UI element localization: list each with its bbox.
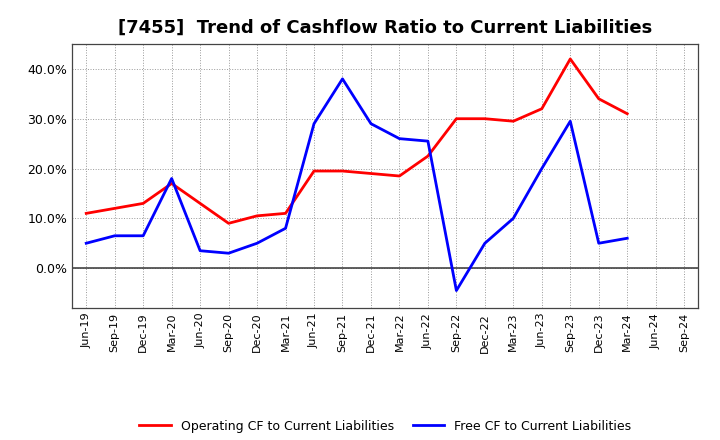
Free CF to Current Liabilities bbox=[167, 176, 176, 181]
Operating CF to Current Liabilities bbox=[423, 154, 432, 159]
Operating CF to Current Liabilities bbox=[167, 181, 176, 186]
Free CF to Current Liabilities bbox=[537, 166, 546, 171]
Line: Free CF to Current Liabilities: Free CF to Current Liabilities bbox=[86, 79, 627, 290]
Free CF to Current Liabilities bbox=[595, 241, 603, 246]
Free CF to Current Liabilities bbox=[423, 139, 432, 144]
Free CF to Current Liabilities bbox=[623, 236, 631, 241]
Operating CF to Current Liabilities bbox=[139, 201, 148, 206]
Operating CF to Current Liabilities bbox=[566, 56, 575, 62]
Title: [7455]  Trend of Cashflow Ratio to Current Liabilities: [7455] Trend of Cashflow Ratio to Curren… bbox=[118, 19, 652, 37]
Operating CF to Current Liabilities bbox=[509, 118, 518, 124]
Free CF to Current Liabilities bbox=[310, 121, 318, 126]
Free CF to Current Liabilities bbox=[282, 226, 290, 231]
Operating CF to Current Liabilities bbox=[623, 111, 631, 116]
Free CF to Current Liabilities bbox=[509, 216, 518, 221]
Free CF to Current Liabilities bbox=[253, 241, 261, 246]
Free CF to Current Liabilities bbox=[196, 248, 204, 253]
Free CF to Current Liabilities bbox=[225, 250, 233, 256]
Operating CF to Current Liabilities bbox=[338, 169, 347, 174]
Operating CF to Current Liabilities bbox=[253, 213, 261, 219]
Line: Operating CF to Current Liabilities: Operating CF to Current Liabilities bbox=[86, 59, 627, 224]
Free CF to Current Liabilities bbox=[480, 241, 489, 246]
Operating CF to Current Liabilities bbox=[225, 221, 233, 226]
Operating CF to Current Liabilities bbox=[395, 173, 404, 179]
Operating CF to Current Liabilities bbox=[366, 171, 375, 176]
Legend: Operating CF to Current Liabilities, Free CF to Current Liabilities: Operating CF to Current Liabilities, Fre… bbox=[135, 414, 636, 437]
Operating CF to Current Liabilities bbox=[110, 206, 119, 211]
Free CF to Current Liabilities bbox=[566, 118, 575, 124]
Free CF to Current Liabilities bbox=[139, 233, 148, 238]
Free CF to Current Liabilities bbox=[338, 76, 347, 81]
Operating CF to Current Liabilities bbox=[82, 211, 91, 216]
Free CF to Current Liabilities bbox=[110, 233, 119, 238]
Free CF to Current Liabilities bbox=[452, 288, 461, 293]
Operating CF to Current Liabilities bbox=[480, 116, 489, 121]
Operating CF to Current Liabilities bbox=[282, 211, 290, 216]
Free CF to Current Liabilities bbox=[395, 136, 404, 141]
Operating CF to Current Liabilities bbox=[537, 106, 546, 111]
Operating CF to Current Liabilities bbox=[452, 116, 461, 121]
Operating CF to Current Liabilities bbox=[595, 96, 603, 102]
Operating CF to Current Liabilities bbox=[310, 169, 318, 174]
Operating CF to Current Liabilities bbox=[196, 201, 204, 206]
Free CF to Current Liabilities bbox=[82, 241, 91, 246]
Free CF to Current Liabilities bbox=[366, 121, 375, 126]
